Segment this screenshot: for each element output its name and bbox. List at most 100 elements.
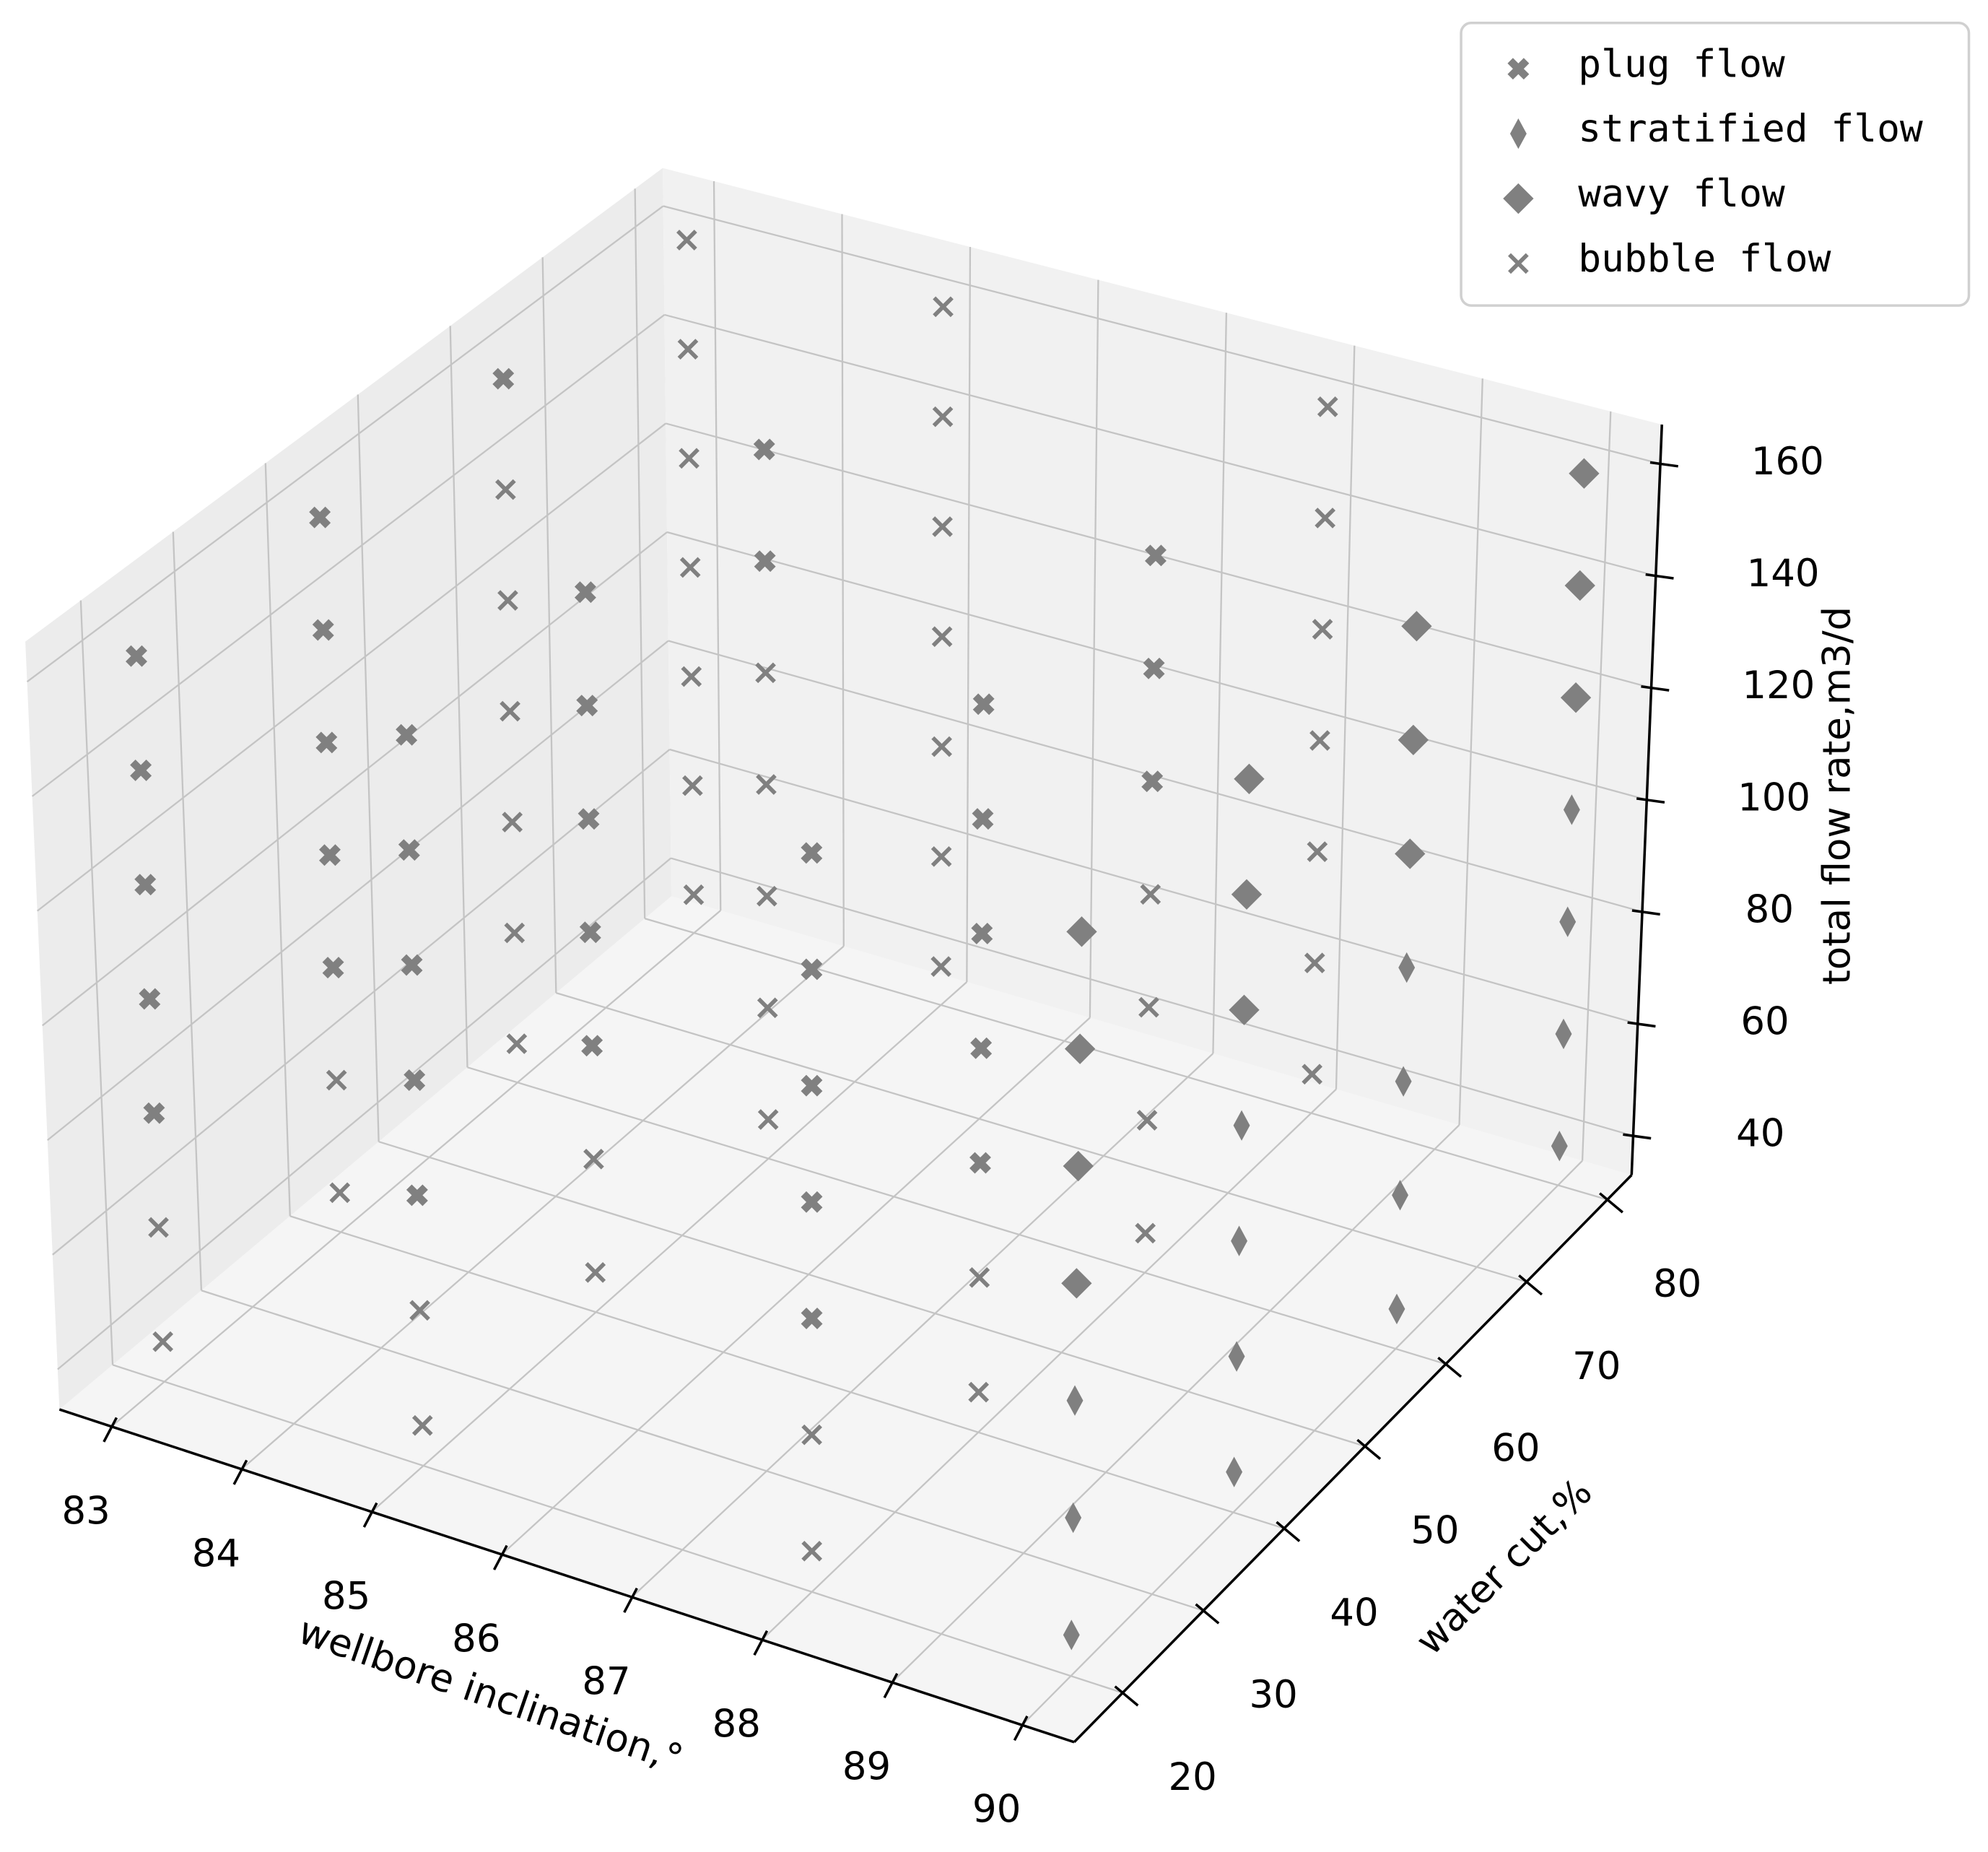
axes: 83 84 85 86 87 88 89 90 20 30 40 50 60 70 80 40 60 80 100 1… — [58, 424, 1824, 1832]
legend-marker — [1509, 118, 1527, 149]
x-tick — [753, 1630, 769, 1656]
data-point — [1564, 570, 1595, 601]
data-point — [581, 1035, 603, 1057]
data-point — [1141, 770, 1164, 793]
data-point — [1317, 396, 1338, 417]
data-point — [130, 759, 152, 781]
grid-line — [110, 910, 721, 1427]
z-tick-label: 80 — [1745, 887, 1794, 931]
data-point — [411, 1414, 433, 1436]
grid-line — [1021, 1160, 1583, 1726]
data-point — [757, 1109, 779, 1130]
grid-line — [47, 640, 669, 1141]
panes — [25, 168, 1662, 1742]
data-point — [801, 1074, 823, 1097]
data-point — [677, 339, 699, 360]
y-tick-label: 70 — [1572, 1344, 1621, 1388]
data-point — [753, 438, 775, 461]
data-point — [1138, 996, 1159, 1018]
grid-line — [289, 1215, 1285, 1529]
y-tick — [1276, 1521, 1301, 1542]
data-point — [932, 406, 954, 427]
y-tick — [1518, 1274, 1543, 1296]
data-point — [682, 775, 703, 796]
grid-line — [671, 857, 1634, 1137]
data-point — [329, 1182, 351, 1204]
z-tick — [1649, 461, 1678, 468]
data-point — [404, 1069, 426, 1091]
z-tick-label: 140 — [1747, 552, 1820, 596]
z-tick-label: 60 — [1740, 1000, 1789, 1044]
data-point — [1143, 657, 1165, 679]
grid-line — [669, 748, 1639, 1025]
z-tick — [1641, 685, 1670, 692]
data-point — [1392, 1180, 1409, 1211]
data-point — [1551, 1131, 1568, 1162]
z-tick — [1623, 1133, 1652, 1140]
z-tick-label: 40 — [1736, 1112, 1784, 1156]
data-point — [1231, 1225, 1248, 1256]
x-tick-label: 84 — [192, 1531, 240, 1575]
data-point — [755, 662, 776, 684]
data-point — [969, 1152, 991, 1174]
data-point — [972, 808, 994, 830]
z-tick-label: 100 — [1738, 775, 1810, 820]
data-point — [1063, 1620, 1080, 1651]
data-point — [972, 693, 995, 716]
legend-label: wavy flow — [1578, 172, 1785, 216]
left-pane — [25, 168, 672, 1410]
data-point — [757, 997, 778, 1019]
data-point — [583, 1148, 604, 1170]
data-point — [1302, 1064, 1322, 1085]
data-point — [801, 1424, 822, 1445]
grid-line — [501, 1017, 1091, 1555]
data-point — [579, 921, 601, 944]
data-point — [139, 988, 161, 1010]
y-tick — [1195, 1603, 1220, 1625]
x-tick — [492, 1544, 508, 1570]
x-tick — [103, 1417, 118, 1443]
data-point — [757, 885, 777, 907]
data-point — [1304, 952, 1325, 974]
grid-line — [31, 314, 666, 797]
grid-line — [631, 1053, 1214, 1598]
data-point — [1395, 1066, 1412, 1097]
data-point — [1136, 1110, 1158, 1131]
points — [126, 230, 1600, 1651]
data-point — [756, 774, 777, 795]
grid-line — [240, 945, 845, 1470]
grid-line — [36, 422, 666, 912]
data-point — [1233, 1110, 1250, 1141]
y-tick-label: 60 — [1491, 1427, 1540, 1471]
data-point — [398, 839, 420, 861]
y-tick — [1356, 1438, 1382, 1460]
z-axis-label: total flow rate,m3/d — [1815, 607, 1859, 985]
data-point — [801, 1540, 823, 1562]
data-point — [1388, 1293, 1405, 1325]
data-point — [683, 884, 705, 905]
data-point — [1234, 763, 1265, 794]
data-point — [1398, 952, 1416, 983]
x-tick — [883, 1672, 899, 1699]
grid-line — [378, 1141, 1366, 1448]
y-axis-line — [1073, 1174, 1633, 1744]
y-tick-label: 40 — [1330, 1591, 1378, 1635]
x-tick — [623, 1587, 638, 1613]
plot-area: 83 84 85 86 87 88 89 90 20 30 40 50 60 70 80 40 60 80 100 1… — [25, 21, 1971, 1832]
data-point — [409, 1300, 430, 1321]
data-point — [754, 550, 776, 573]
data-point — [1401, 611, 1432, 642]
data-point — [1395, 838, 1426, 869]
x-tick — [1013, 1716, 1029, 1742]
data-point — [1555, 1018, 1572, 1050]
data-point — [574, 581, 596, 604]
data-point — [312, 619, 334, 641]
data-point — [126, 645, 147, 667]
legend-label: stratified flow — [1578, 107, 1923, 151]
data-point — [148, 1217, 169, 1238]
grid-line — [112, 1364, 1123, 1694]
data-point — [1569, 458, 1600, 489]
grid-line — [26, 205, 664, 683]
x-tick-label: 83 — [62, 1489, 110, 1533]
